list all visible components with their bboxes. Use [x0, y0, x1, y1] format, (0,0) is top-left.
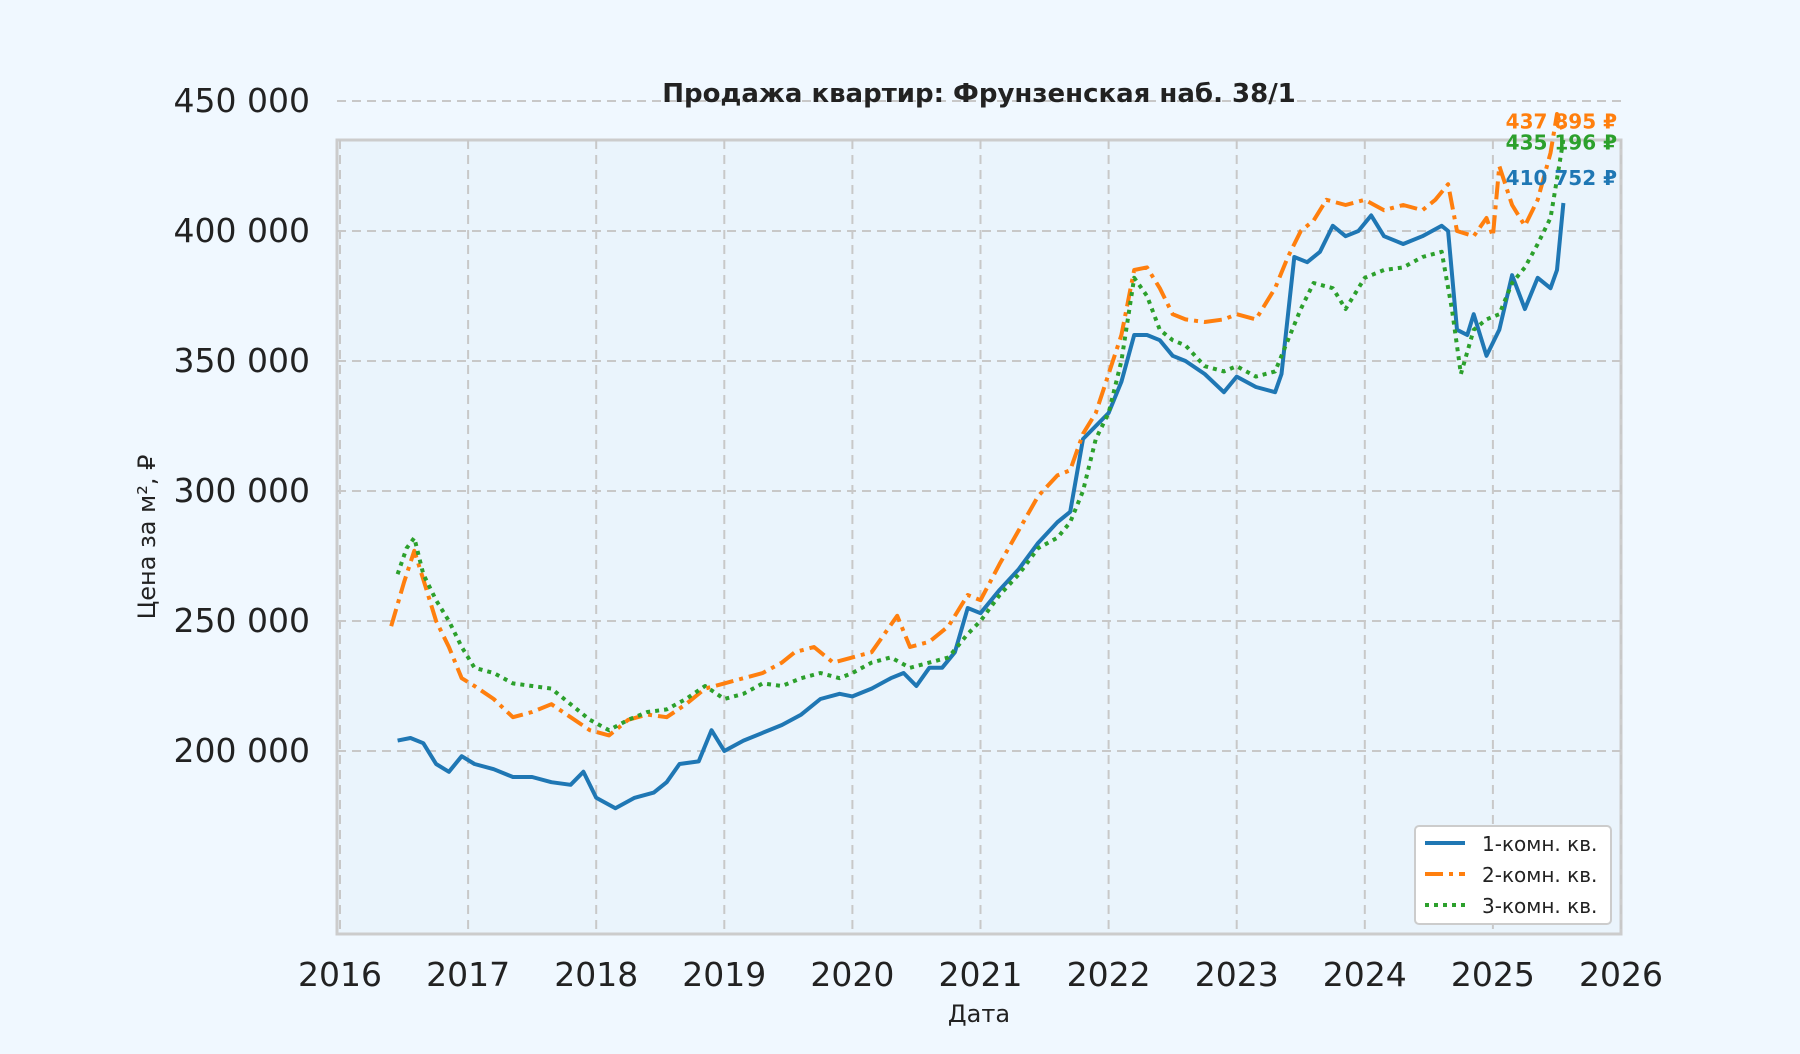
x-tick-label: 2024 [1323, 955, 1407, 994]
series-line-3-room [395, 139, 1566, 733]
y-tick-label: 400 000 [174, 211, 310, 250]
x-tick-label: 2019 [682, 955, 766, 994]
y-tick-label: 450 000 [174, 81, 310, 120]
x-tick-label: 2016 [298, 955, 382, 994]
y-tick-label: 250 000 [174, 601, 310, 640]
x-tick-label: 2021 [939, 955, 1023, 994]
y-tick-label: 350 000 [174, 341, 310, 380]
legend: 1-комн. кв. 2-комн. кв. 3-комн. кв. [1414, 825, 1612, 925]
x-tick-label: 2025 [1451, 955, 1535, 994]
x-tick-label: 2018 [554, 955, 638, 994]
y-tick-label: 300 000 [174, 471, 310, 510]
end-value-label-1-room: 410 752 ₽ [1506, 166, 1617, 190]
x-tick-label: 2022 [1067, 955, 1151, 994]
series-line-1-room [397, 202, 1566, 811]
end-value-label-2-room: 437 895 ₽ [1506, 109, 1617, 133]
x-tick-label: 2017 [426, 955, 510, 994]
x-tick-label: 2023 [1195, 955, 1279, 994]
legend-label-1-room: 1-комн. кв. [1482, 832, 1597, 856]
legend-label-3-room: 3-комн. кв. [1482, 894, 1597, 918]
legend-box [1414, 825, 1612, 925]
grid [337, 100, 1622, 934]
x-axis-label: Дата [948, 1000, 1010, 1028]
legend-label-2-room: 2-комн. кв. [1482, 863, 1597, 887]
x-axis-ticks: 2016 2017 2018 2019 2020 2021 2022 2023 2024 2025… [298, 955, 1663, 994]
end-value-label-3-room: 435 196 ₽ [1506, 130, 1617, 154]
y-tick-label: 200 000 [174, 731, 310, 770]
plot-area [335, 138, 1623, 936]
end-labels: 410 752 ₽ 437 895 ₽435 196 ₽ [1506, 109, 1617, 190]
chart-title: Продажа квартир: Фрунзенская наб. 38/1 [662, 79, 1296, 109]
series-lines [389, 112, 1566, 811]
x-tick-label: 2020 [810, 955, 894, 994]
x-tick-label: 2026 [1579, 955, 1663, 994]
y-axis-label: Цена за м², ₽ [133, 455, 161, 620]
y-axis-ticks: 200 000 250 000 300 000 350 000 400 000 450 0… [174, 81, 310, 770]
